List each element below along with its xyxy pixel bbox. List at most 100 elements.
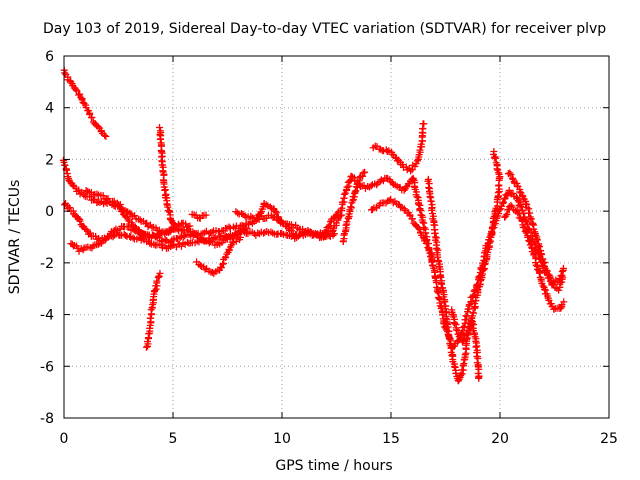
y-tick-label: -8: [40, 411, 54, 427]
data-point: [518, 216, 526, 224]
data-point: [524, 233, 532, 241]
data-point: [76, 190, 84, 198]
data-point: [126, 232, 134, 240]
data-point: [419, 120, 427, 128]
data-markers: [59, 66, 568, 385]
data-point: [452, 326, 460, 334]
data-point: [102, 132, 110, 140]
data-point: [367, 182, 375, 190]
data-point: [486, 239, 494, 247]
data-point: [432, 245, 440, 253]
data-point: [514, 197, 522, 205]
data-point: [488, 223, 496, 231]
data-point: [183, 223, 191, 231]
x-tick-label: 0: [60, 431, 69, 447]
data-point: [437, 280, 445, 288]
data-point: [444, 323, 452, 331]
data-point: [383, 147, 391, 155]
data-point: [61, 161, 69, 169]
data-point: [273, 215, 281, 223]
x-tick-label: 20: [491, 431, 509, 447]
data-point: [415, 200, 423, 208]
data-point: [459, 336, 467, 344]
data-point: [351, 188, 359, 196]
data-point: [340, 190, 348, 198]
data-point: [347, 172, 355, 180]
data-point: [494, 166, 502, 174]
data-point: [202, 211, 210, 219]
series-arc-l: [369, 120, 428, 175]
data-point: [533, 236, 541, 244]
series-arc-m: [368, 195, 436, 262]
data-point: [512, 193, 520, 201]
data-point: [516, 188, 524, 196]
data-point: [73, 87, 81, 95]
data-point: [72, 86, 80, 94]
data-point: [461, 351, 469, 359]
data-point: [539, 282, 547, 290]
data-point: [153, 277, 161, 285]
data-point: [426, 192, 434, 200]
data-point: [343, 218, 351, 226]
data-point: [347, 203, 355, 211]
data-point: [307, 229, 315, 237]
data-point: [507, 201, 515, 209]
data-point: [94, 240, 102, 248]
data-point: [143, 219, 151, 227]
data-point: [559, 273, 567, 281]
data-point: [219, 260, 227, 268]
data-point: [500, 195, 508, 203]
y-tick-label: 0: [45, 204, 54, 220]
data-point: [129, 234, 137, 242]
data-point: [532, 231, 540, 239]
series-arc-k: [339, 168, 369, 246]
data-point: [151, 287, 159, 295]
data-point: [330, 230, 338, 238]
data-point: [131, 212, 139, 220]
series-arc-a: [60, 66, 110, 140]
data-point: [329, 231, 337, 239]
y-axis-label: SDTVAR / TECUs: [7, 180, 23, 295]
data-point: [480, 266, 488, 274]
series-arc-g: [156, 123, 178, 228]
data-point: [416, 206, 424, 214]
data-point: [361, 168, 369, 176]
data-point: [169, 219, 177, 227]
data-point: [500, 198, 508, 206]
data-point: [414, 157, 422, 165]
data-point: [525, 236, 533, 244]
data-point: [326, 222, 334, 230]
data-point: [417, 140, 425, 148]
data-point: [109, 233, 117, 241]
data-point: [422, 239, 430, 247]
data-point: [425, 184, 433, 192]
x-axis-label: GPS time / hours: [275, 458, 392, 474]
y-tick-label: 4: [45, 101, 54, 117]
data-point: [221, 231, 229, 239]
data-point: [266, 203, 274, 211]
data-point: [442, 314, 450, 322]
data-point: [543, 267, 551, 275]
data-point: [192, 230, 200, 238]
data-point: [469, 309, 477, 317]
data-point: [76, 217, 84, 225]
data-point: [295, 232, 303, 240]
data-point: [457, 371, 465, 379]
data-point: [517, 202, 525, 210]
data-point: [507, 171, 515, 179]
data-point: [107, 232, 115, 240]
data-point: [451, 319, 459, 327]
data-point: [334, 208, 342, 216]
data-point: [136, 216, 144, 224]
series-arc-d: [67, 224, 251, 255]
data-point: [387, 195, 395, 203]
data-point: [450, 363, 458, 371]
x-tick-label: 25: [600, 431, 618, 447]
axis-ticks: 0 5 10 15 20 25 -8 -6 -4 -2 0 2 4 6: [40, 49, 618, 447]
data-point: [61, 69, 69, 77]
data-point: [238, 210, 246, 218]
data-point: [139, 235, 147, 243]
data-point: [151, 233, 159, 241]
y-tick-label: -2: [40, 256, 54, 272]
data-point: [533, 235, 541, 243]
